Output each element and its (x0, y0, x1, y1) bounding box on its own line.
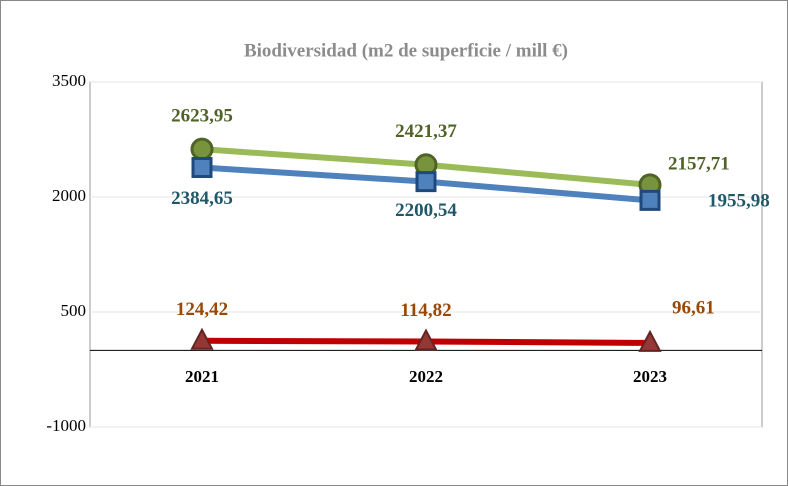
data-label: 1955,98 (708, 191, 770, 212)
marker (191, 157, 213, 179)
x-tick-label: 2022 (409, 367, 443, 386)
marker (414, 328, 438, 351)
marker (190, 327, 214, 350)
marker (415, 171, 437, 193)
data-label: 96,61 (672, 297, 715, 318)
data-label: 2157,71 (668, 153, 730, 174)
data-label: 2623,95 (171, 106, 233, 127)
marker (638, 329, 662, 352)
y-tick-label: -1000 (46, 416, 86, 435)
marker (639, 189, 661, 211)
chart-title: Biodiversidad (m2 de superficie / mill €… (244, 40, 568, 61)
marker (190, 137, 214, 161)
x-tick-label: 2021 (185, 367, 219, 386)
data-label: 114,82 (400, 300, 451, 321)
y-tick-label: 3500 (52, 71, 86, 90)
y-tick-label: 2000 (52, 186, 86, 205)
data-label: 2421,37 (395, 121, 457, 142)
data-label: 124,42 (176, 299, 228, 320)
y-tick-label: 500 (61, 301, 87, 320)
data-label: 2384,65 (171, 188, 233, 209)
data-label: 2200,54 (395, 200, 457, 221)
x-tick-label: 2023 (633, 367, 667, 386)
